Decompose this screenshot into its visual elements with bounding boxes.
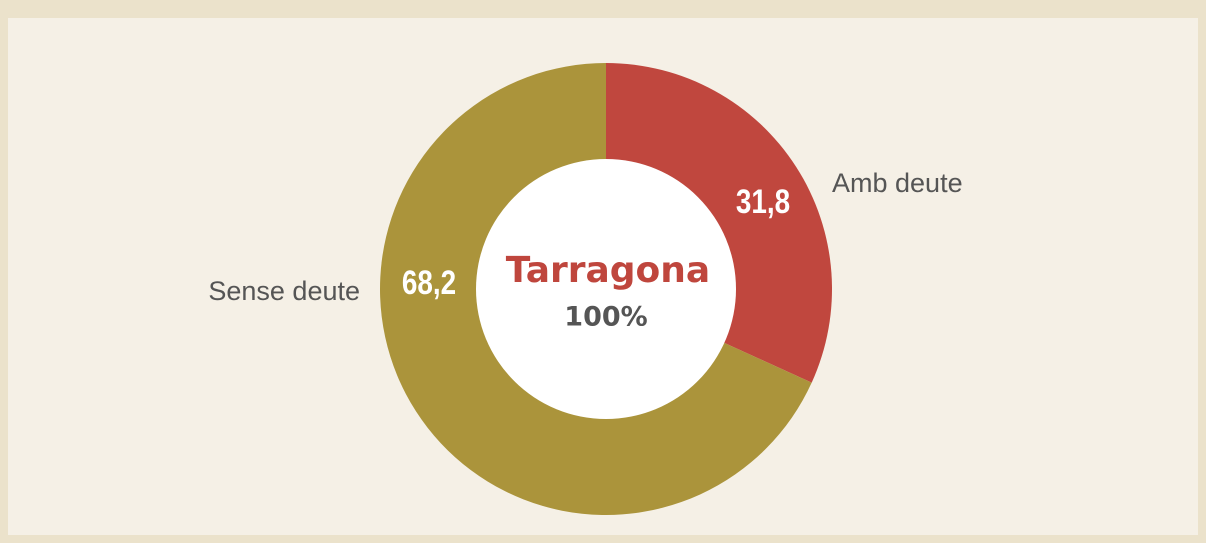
center-subtitle: 100% [564, 302, 647, 333]
center-title: Tarragona [506, 250, 710, 291]
value-label: 31,8 [736, 182, 790, 220]
category-label: Amb deute [832, 168, 963, 198]
value-label: 68,2 [402, 263, 456, 301]
donut-hole [476, 159, 736, 419]
category-label: Sense deute [208, 276, 360, 306]
